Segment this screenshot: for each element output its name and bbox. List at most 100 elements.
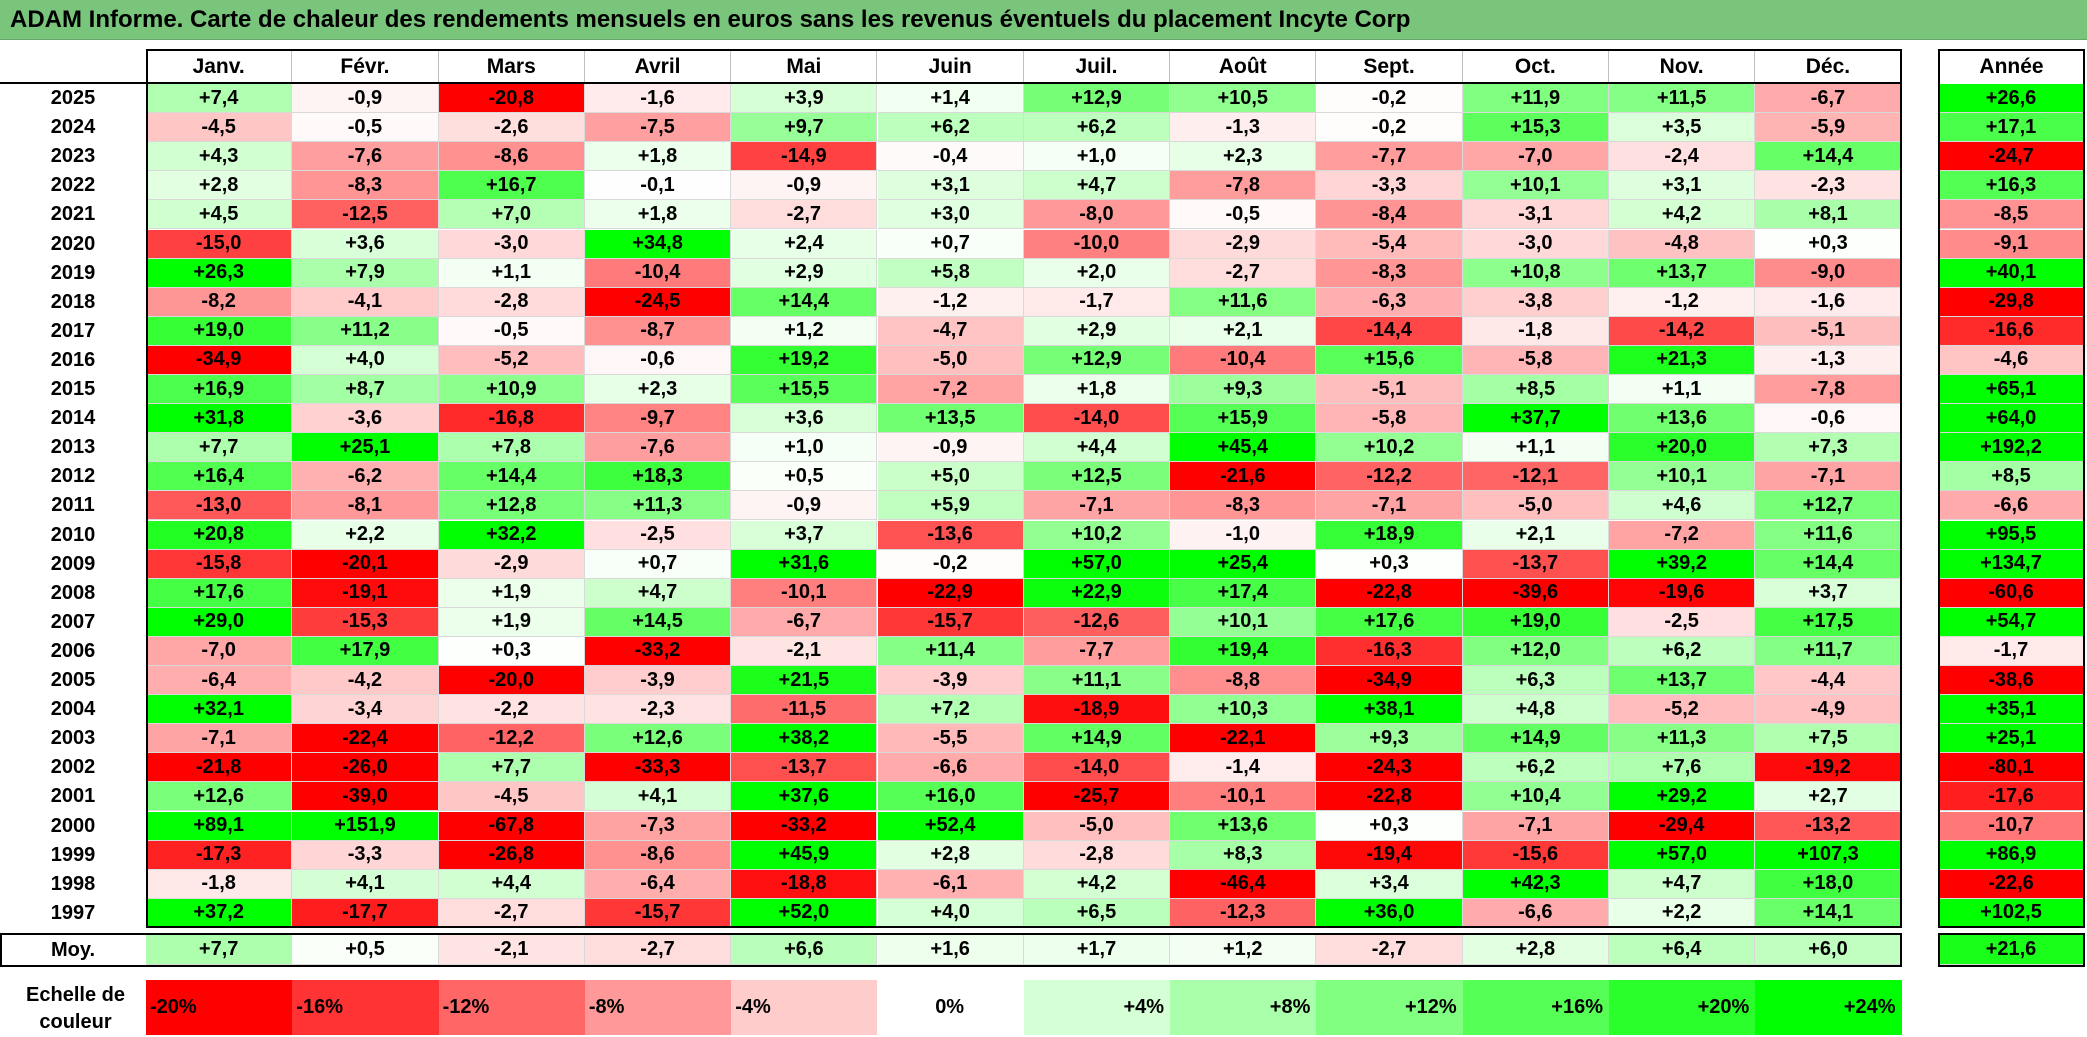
heatmap-cell: +2,1 <box>1170 316 1317 346</box>
heatmap-cell: +18,0 <box>1755 869 1902 899</box>
column-header: Janv. <box>146 49 293 84</box>
row-year-label: 2019 <box>50 261 96 284</box>
heatmap-cell: -4,9 <box>1755 695 1902 725</box>
heatmap-cell: -10,4 <box>584 258 732 288</box>
annual-cell: +95,5 <box>1938 520 2085 550</box>
heatmap-cell: +1,1 <box>1462 433 1609 463</box>
color-scale-stop: -16% <box>292 980 439 1035</box>
heatmap-cell: +9,3 <box>1316 724 1463 754</box>
row-year-label: 1997 <box>50 901 96 924</box>
heatmap-cell: +3,1 <box>877 171 1024 201</box>
heatmap-cell: -14,2 <box>1609 316 1756 346</box>
heatmap-cell: -6,2 <box>292 462 439 492</box>
annual-cell: -38,6 <box>1938 666 2085 696</box>
heatmap-cell: +3,7 <box>1755 578 1902 608</box>
color-scale-label: Echelle de couleur <box>26 984 125 1033</box>
heatmap-cell: +14,5 <box>584 607 732 637</box>
color-scale-stop: -20% <box>146 980 293 1035</box>
average-cell: +2,8 <box>1462 935 1609 965</box>
row-year-label: 2021 <box>50 203 96 226</box>
heatmap-cell: +5,0 <box>877 462 1024 492</box>
heatmap-cell: +18,9 <box>1316 520 1463 550</box>
heatmap-cell: +11,7 <box>1755 636 1902 666</box>
average-cell: +1,7 <box>1023 935 1171 965</box>
heatmap-cell: -4,7 <box>877 316 1024 346</box>
heatmap-cell: -1,6 <box>584 84 732 114</box>
heatmap-cell: -2,2 <box>438 695 585 725</box>
heatmap-cell: +16,7 <box>438 171 585 201</box>
annual-cell: +134,7 <box>1938 549 2085 579</box>
heatmap-cell: +42,3 <box>1462 869 1609 899</box>
heatmap-cell: +45,4 <box>1170 433 1317 463</box>
heatmap-cell: -13,6 <box>877 520 1024 550</box>
heatmap-cell: +6,3 <box>1462 666 1609 696</box>
heatmap-cell: -15,7 <box>584 898 732 928</box>
heatmap-cell: -19,2 <box>1755 753 1902 783</box>
heatmap-cell: +38,2 <box>731 724 878 754</box>
heatmap-cell: +0,7 <box>877 229 1024 259</box>
annual-cell: -29,8 <box>1938 287 2085 317</box>
heatmap-cell: +1,1 <box>1609 375 1756 405</box>
annual-cell: +54,7 <box>1938 607 2085 637</box>
heatmap-cell: -12,5 <box>292 200 439 230</box>
heatmap-cell: +1,0 <box>1023 142 1171 172</box>
heatmap-cell: -13,7 <box>1462 549 1609 579</box>
heatmap-cell: -7,2 <box>1609 520 1756 550</box>
heatmap-cell: +25,1 <box>292 433 439 463</box>
heatmap-cell: -13,0 <box>146 491 293 521</box>
heatmap-cell: -6,4 <box>146 666 293 696</box>
heatmap-cell: +3,5 <box>1609 113 1756 143</box>
heatmap-cell: -22,8 <box>1316 782 1463 812</box>
annual-cell: -16,6 <box>1938 316 2085 346</box>
heatmap-cell: -9,7 <box>584 404 732 434</box>
heatmap-cell: +52,0 <box>731 898 878 928</box>
heatmap-cell: +11,3 <box>1609 724 1756 754</box>
heatmap-cell: -2,7 <box>731 200 878 230</box>
heatmap-cell: +15,3 <box>1462 113 1609 143</box>
heatmap-cell: +32,2 <box>438 520 585 550</box>
page-title: ADAM Informe. Carte de chaleur des rende… <box>10 6 1411 33</box>
heatmap-cell: +9,7 <box>731 113 878 143</box>
column-header: Juin <box>878 49 1024 84</box>
heatmap-cell: +13,6 <box>1170 811 1317 841</box>
heatmap-cell: +10,1 <box>1462 171 1609 201</box>
heatmap-cell: +10,2 <box>1023 520 1171 550</box>
heatmap-cell: +2,1 <box>1462 520 1609 550</box>
heatmap-cell: -5,0 <box>1023 811 1171 841</box>
heatmap-cell: -13,2 <box>1755 811 1902 841</box>
heatmap-cell: -5,1 <box>1316 375 1463 405</box>
heatmap-cell: -8,3 <box>1170 491 1317 521</box>
color-scale-stop: +12% <box>1316 980 1463 1035</box>
heatmap-cell: +15,6 <box>1316 345 1463 375</box>
heatmap-cell: -0,5 <box>1170 200 1317 230</box>
heatmap-cell: +1,9 <box>438 578 585 608</box>
heatmap-cell: -10,1 <box>731 578 878 608</box>
color-scale-stop: +20% <box>1609 980 1756 1035</box>
heatmap-cell: -8,4 <box>1316 200 1463 230</box>
heatmap-cell: -8,0 <box>1023 200 1171 230</box>
heatmap-cell: -12,6 <box>1023 607 1171 637</box>
heatmap-cell: -22,8 <box>1316 578 1463 608</box>
heatmap-cell: +2,2 <box>1609 898 1756 928</box>
heatmap-cell: -0,2 <box>877 549 1024 579</box>
heatmap-cell: +11,5 <box>1609 84 1756 114</box>
heatmap-cell: +4,1 <box>292 869 439 899</box>
row-year-label: 2007 <box>50 610 96 633</box>
heatmap-cell: +2,4 <box>731 229 878 259</box>
heatmap-cell: +3,9 <box>731 84 878 114</box>
heatmap-cell: +11,3 <box>584 491 732 521</box>
heatmap-cell: -0,9 <box>877 433 1024 463</box>
heatmap-cell: +2,9 <box>731 258 878 288</box>
heatmap-cell: +0,7 <box>584 549 732 579</box>
heatmap-cell: -24,5 <box>584 287 732 317</box>
heatmap-cell: +11,6 <box>1170 287 1317 317</box>
heatmap-cell: +10,1 <box>1609 462 1756 492</box>
row-year-label: 2025 <box>50 87 96 110</box>
row-year-label: 2016 <box>50 348 96 371</box>
heatmap-cell: +37,2 <box>146 898 293 928</box>
heatmap-cell: -4,1 <box>292 287 439 317</box>
heatmap-cell: +1,4 <box>877 84 1024 114</box>
heatmap-cell: -4,8 <box>1609 229 1756 259</box>
heatmap-cell: +14,9 <box>1462 724 1609 754</box>
heatmap-cell: +19,0 <box>1462 607 1609 637</box>
